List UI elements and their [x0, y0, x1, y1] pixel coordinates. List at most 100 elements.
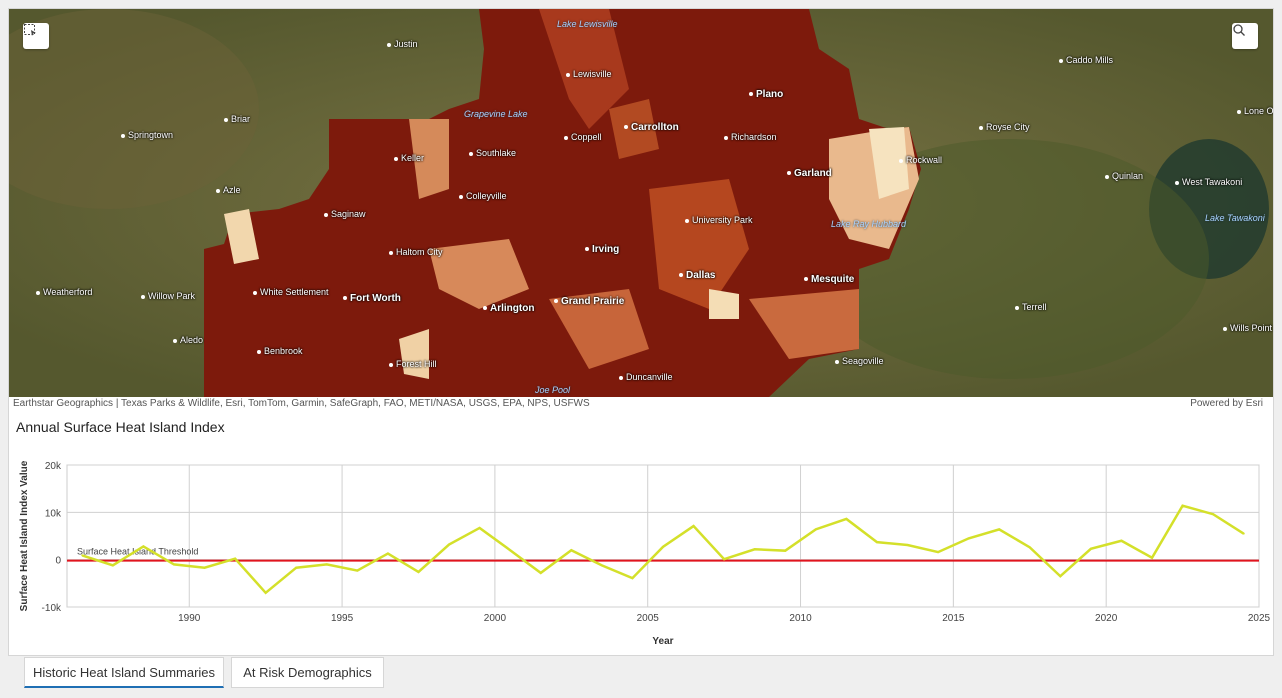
map-place-label: White Settlement [253, 287, 329, 297]
map-view[interactable]: Justin Lake Lewisville Lewisville Caddo Mil… [9, 9, 1273, 397]
place-name: Justin [394, 39, 418, 49]
data-point [325, 563, 328, 566]
place-dot-icon [394, 156, 398, 161]
map-place-label: Springtown [121, 130, 173, 140]
data-point [539, 571, 542, 574]
place-name: White Settlement [260, 287, 329, 297]
place-name: Weatherford [43, 287, 93, 297]
chart-title: Annual Surface Heat Island Index [16, 419, 225, 435]
data-point [295, 566, 298, 569]
map-place-label: Southlake [469, 148, 516, 158]
search-icon [1233, 24, 1245, 36]
map-attribution: Earthstar Geographics | Texas Parks & Wi… [13, 398, 590, 409]
place-dot-icon [835, 359, 839, 364]
map-place-label: Saginaw [324, 209, 366, 219]
x-tick-label: 1990 [178, 613, 201, 624]
place-name: Mesquite [811, 274, 855, 285]
place-name: Plano [756, 89, 784, 100]
map-place-label: Colleyville [459, 191, 507, 201]
place-name: West Tawakoni [1182, 177, 1243, 187]
map-place-label: Richardson [724, 132, 777, 142]
place-dot-icon [224, 117, 228, 122]
place-name: Coppell [571, 132, 602, 142]
map-basemap [9, 9, 1273, 397]
place-dot-icon [253, 290, 257, 295]
map-place-label: West Tawakoni [1175, 177, 1242, 187]
place-dot-icon [749, 92, 753, 97]
data-point [1242, 532, 1245, 535]
map-place-label: Lewisville [566, 69, 612, 79]
place-name: Royse City [986, 122, 1030, 132]
place-dot-icon [36, 290, 40, 295]
place-dot-icon [459, 194, 463, 199]
data-point [1059, 575, 1062, 578]
x-tick-label: 2010 [789, 613, 812, 624]
place-name: Aledo [180, 335, 204, 345]
powered-by-esri[interactable]: Powered by Esri [1190, 398, 1263, 409]
place-dot-icon [724, 135, 728, 140]
select-area-button[interactable] [23, 23, 49, 49]
place-dot-icon [787, 171, 791, 176]
place-dot-icon [387, 42, 391, 47]
data-point [1181, 504, 1184, 507]
data-point [1089, 547, 1092, 550]
tab-at-risk-demographics[interactable]: At Risk Demographics [231, 657, 384, 688]
y-axis-label: Surface Heat Island Index Value [19, 460, 30, 611]
place-dot-icon [804, 277, 808, 282]
map-place-label: Azle [216, 185, 241, 195]
data-point [784, 549, 787, 552]
map-place-label: Aledo [173, 335, 203, 345]
place-dot-icon [619, 375, 623, 380]
place-name: Dallas [686, 270, 716, 281]
data-point [1212, 513, 1215, 516]
y-tick-label: 0 [55, 556, 61, 567]
y-tick-label: -10k [42, 603, 62, 614]
data-point [356, 569, 359, 572]
data-point [1120, 539, 1123, 542]
place-dot-icon [685, 218, 689, 223]
place-name: Irving [592, 244, 620, 255]
place-dot-icon [121, 133, 125, 138]
map-place-label: Coppell [564, 132, 602, 142]
place-dot-icon [1015, 305, 1019, 310]
place-name: Carrollton [631, 122, 679, 133]
x-tick-label: 2025 [1248, 613, 1271, 624]
place-name: Willow Park [148, 291, 196, 301]
map-place-label: Willow Park [141, 291, 195, 301]
data-point [814, 528, 817, 531]
data-point [1028, 546, 1031, 549]
place-dot-icon [566, 72, 570, 77]
place-dot-icon [585, 247, 589, 252]
data-point [631, 577, 634, 580]
data-point [417, 570, 420, 573]
data-point [906, 543, 909, 546]
data-point [662, 545, 664, 548]
map-place-label: Fort Worth [343, 293, 401, 304]
map-place-label: Grand Prairie [554, 296, 624, 307]
data-point [937, 551, 940, 554]
map-place-label: Benbrook [257, 346, 303, 356]
place-name: Arlington [490, 303, 535, 314]
map-place-label: Briar [224, 114, 250, 124]
place-dot-icon [141, 294, 145, 299]
tab-historic-heat-island-summaries[interactable]: Historic Heat Island Summaries [24, 657, 224, 688]
map-place-label: Lone Oak [1237, 106, 1273, 116]
plot-area [66, 464, 1260, 608]
place-name: Forest Hill [396, 359, 437, 369]
place-name: Garland [794, 168, 832, 179]
place-name: Lake Tawakoni [1205, 213, 1265, 223]
map-place-label: Duncanville [619, 372, 673, 382]
data-point [448, 543, 451, 546]
map-attribution-bar: Earthstar Geographics | Texas Parks & Wi… [9, 397, 1273, 411]
map-place-label: Plano [749, 89, 783, 100]
place-name: Wills Point [1230, 323, 1273, 333]
search-button[interactable] [1232, 23, 1258, 49]
map-place-label: Lake Tawakoni [1205, 213, 1265, 223]
map-place-label: Joe Pool [535, 385, 570, 395]
map-place-label: Terrell [1015, 302, 1047, 312]
data-point [142, 545, 145, 548]
place-name: Haltom City [396, 247, 443, 257]
place-dot-icon [564, 135, 568, 140]
place-name: Lone Oak [1244, 106, 1273, 116]
threshold-label: Surface Heat Island Threshold [77, 547, 198, 557]
